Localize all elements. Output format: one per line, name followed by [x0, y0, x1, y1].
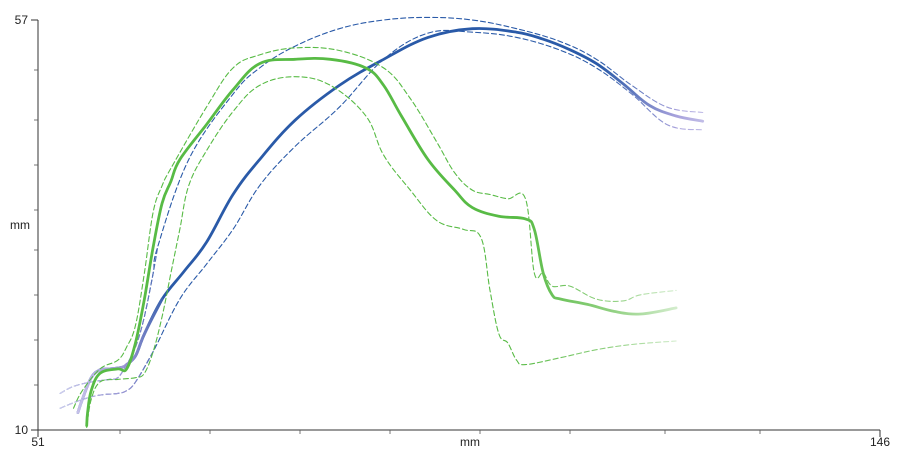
- green-lower-dashed: [86, 76, 677, 428]
- x-axis-title: mm: [460, 435, 480, 449]
- green-mean-line: [85, 56, 678, 427]
- blue-upper-dashed-path: [59, 16, 704, 394]
- minor-ticks: [34, 69, 761, 434]
- blue-lower-dashed-path: [59, 29, 704, 409]
- y-axis-title: mm: [10, 218, 30, 232]
- blue-lower-dashed-start-fade: [59, 350, 154, 409]
- x-tick-label-max: 146: [870, 435, 890, 449]
- green-mean-line-path: [85, 56, 678, 427]
- blue-upper-dashed-start-fade: [59, 246, 159, 394]
- green-upper-dashed: [72, 46, 677, 409]
- x-tick-label-min: 51: [31, 435, 45, 449]
- blue-upper-dashed: [59, 16, 704, 394]
- blue-mean-line-path: [76, 27, 705, 414]
- blue-mean-line: [76, 27, 705, 414]
- green-upper-dashed-path: [72, 46, 677, 409]
- axes: 57 10 mm 51 146 mm: [10, 13, 890, 449]
- blue-lower-dashed: [59, 29, 704, 409]
- y-tick-label-min: 10: [15, 423, 29, 437]
- series-layer: [59, 16, 705, 428]
- y-tick-label-max: 57: [15, 13, 29, 27]
- green-lower-dashed-path: [86, 76, 677, 428]
